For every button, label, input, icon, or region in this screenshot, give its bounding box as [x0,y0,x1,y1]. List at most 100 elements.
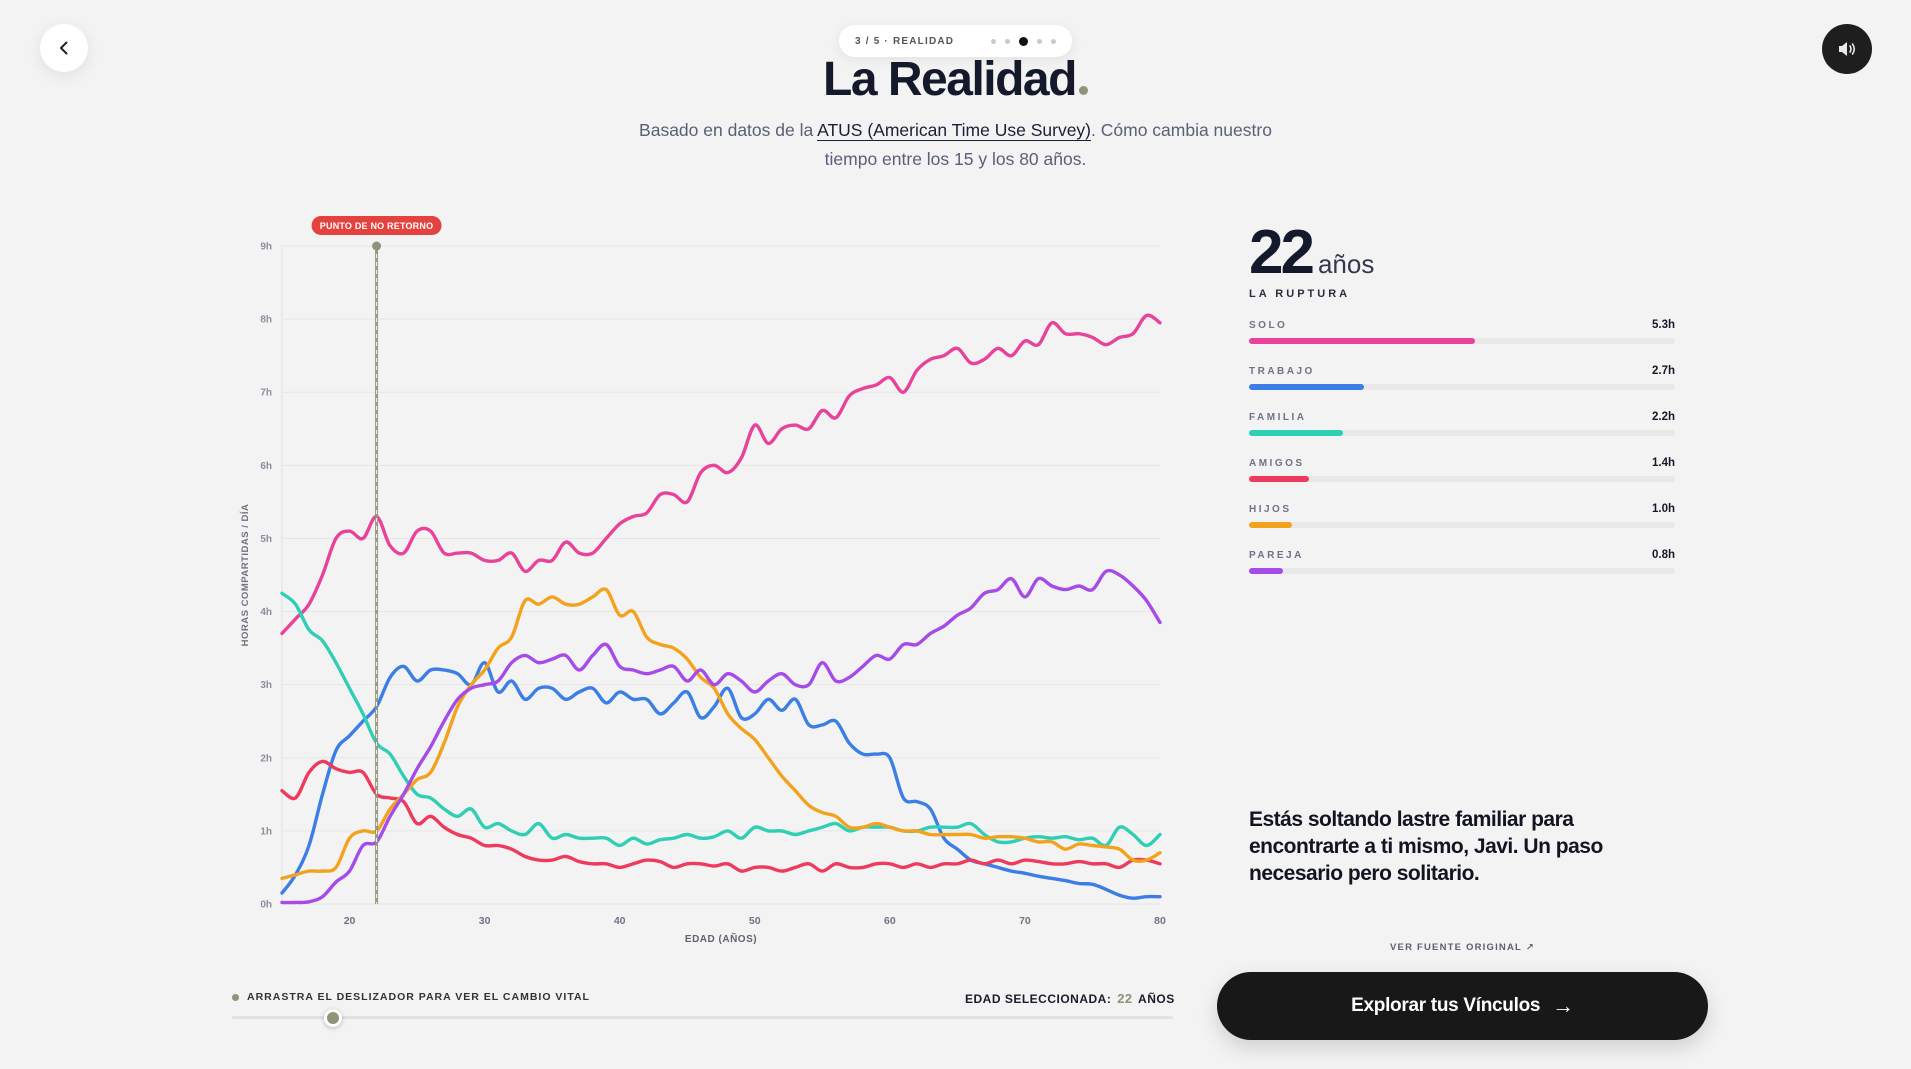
y-tick-label: 2h [260,753,272,764]
stat-bar-track [1249,476,1675,482]
stat-label: FAMILIA [1249,411,1307,423]
step-dot-5[interactable] [1051,38,1056,44]
stat-row-trabajo: TRABAJO 2.7h [1249,362,1675,408]
x-tick-label: 30 [479,915,491,927]
stat-bar-track [1249,384,1675,390]
stat-value: 2.2h [1651,411,1675,423]
stat-label: SOLO [1249,319,1288,331]
stat-bar-track [1249,430,1675,436]
explore-bonds-label: Explorar tus Vínculos [1351,995,1541,1016]
x-tick-label: 40 [614,915,626,927]
x-tick-label: 70 [1019,915,1031,927]
y-tick-label: 3h [260,680,272,691]
y-tick-label: 9h [260,242,272,253]
speaker-icon [1839,42,1856,56]
series-line-trabajo [280,661,1162,900]
y-tick-label: 1h [260,826,272,837]
stat-value: 1.0h [1651,503,1675,515]
series-line-amigos [280,759,1162,873]
stat-bar-track [1249,568,1675,574]
y-axis-label: HORAS COMPARTIDAS / DÍA [240,504,251,647]
stat-label: PAREJA [1249,549,1304,561]
stat-row-familia: FAMILIA 2.2h [1249,408,1675,454]
step-label: 3 / 5 · REALIDAD [855,35,955,47]
stat-value: 5.3h [1651,319,1675,331]
step-indicator: 3 / 5 · REALIDAD [839,25,1072,57]
insight-message: Estás soltando lastre familiar para enco… [1249,808,1603,885]
stat-bar-fill [1249,430,1343,436]
age-slider-thumb[interactable] [324,1009,343,1027]
stat-bar-fill [1249,384,1365,390]
stat-bar-fill [1249,476,1309,482]
stat-row-hijos: HIJOS 1.0h [1249,500,1675,546]
selected-age-number: 22 [1249,218,1315,287]
slider-instruction: ARRASTRA EL DESLIZADOR PARA VER EL CAMBI… [232,991,590,1003]
stat-bar-fill [1249,338,1475,344]
x-tick-label: 50 [749,915,761,927]
page-subtitle: Basado en datos de la ATUS (American Tim… [620,116,1291,174]
step-dot-3[interactable] [1019,36,1028,46]
step-dot-4[interactable] [1037,38,1042,44]
readout-unit: AÑOS [1138,992,1175,1006]
stat-label: AMIGOS [1249,457,1305,469]
readout-label: EDAD SELECCIONADA: [965,992,1112,1006]
page-title-text: La Realidad [823,53,1077,106]
stat-head: SOLO 5.3h [1249,316,1675,334]
subtitle-text-before: Basado en datos de la [639,120,818,140]
stats-panel: 22 años LA RUPTURA SOLO 5.3h TRABAJO 2.7h FA… [1249,222,1675,592]
stat-value: 2.7h [1651,365,1675,377]
time-use-line-chart: 0h 1h 2h 3h 4h 5h 6h 7h 8h 9h 20 30 40 50 60 70 80 EDAD (… [240,216,1166,945]
step-dots [991,36,1056,46]
stat-row-amigos: AMIGOS 1.4h [1249,454,1675,500]
age-marker-dot [372,241,382,251]
stat-value: 0.8h [1651,549,1675,561]
stat-head: PAREJA 0.8h [1249,546,1675,564]
atus-link[interactable]: ATUS (American Time Use Survey) [817,120,1092,141]
selected-age-display: 22 años [1249,222,1675,284]
stat-bar-fill [1249,522,1292,528]
series-line-pareja [280,568,1162,905]
source-link[interactable]: VER FUENTE ORIGINAL ↗ [1390,942,1535,953]
stat-head: FAMILIA 2.2h [1249,408,1675,426]
x-tick-label: 80 [1154,915,1166,927]
slider-instruction-text: ARRASTRA EL DESLIZADOR PARA VER EL CAMBI… [247,991,590,1003]
stat-bar-track [1249,338,1675,344]
life-phase-label: LA RUPTURA [1249,288,1351,300]
y-tick-label: 8h [260,315,272,326]
x-tick-label: 60 [884,915,896,927]
readout-age: 22 [1117,991,1133,1006]
x-tick-label: 20 [344,915,356,927]
stat-head: TRABAJO 2.7h [1249,362,1675,380]
step-dot-2[interactable] [1005,38,1010,44]
sound-toggle-button[interactable] [1822,24,1872,74]
stat-bar-fill [1249,568,1284,574]
stats-list: SOLO 5.3h TRABAJO 2.7h FAMILIA 2.2h AMIGOS 1.4h… [1249,316,1675,592]
y-tick-label: 0h [260,900,272,911]
marker-badge [311,216,442,235]
stat-head: HIJOS 1.0h [1249,500,1675,518]
x-axis-label: EDAD (AÑOS) [685,932,757,945]
stat-head: AMIGOS 1.4h [1249,454,1675,472]
age-slider-track[interactable] [232,1016,1173,1019]
back-button[interactable] [40,24,88,72]
series-line-hijos [280,587,1162,881]
y-tick-label: 5h [260,534,272,545]
title-dot [1078,86,1088,95]
selected-age-readout: EDAD SELECCIONADA: 22 AÑOS [965,991,1175,1006]
stat-bar-track [1249,522,1675,528]
marker-badge-label: PUNTO DE NO RETORNO [320,221,433,231]
explore-bonds-button[interactable]: Explorar tus Vínculos → [1217,972,1708,1040]
slider-bullet [232,993,239,1001]
subtitle-text-after: . Cómo cambia nuestro tiempo entre los 1… [824,120,1272,169]
step-dot-1[interactable] [991,38,996,44]
arrow-right-icon: → [1552,993,1574,1018]
selected-age-unit: años [1317,249,1375,279]
series-line-familia [280,591,1162,848]
page-title: La Realidad [0,52,1911,107]
chevron-left-icon [60,41,68,55]
stat-row-solo: SOLO 5.3h [1249,316,1675,362]
stat-label: HIJOS [1249,503,1292,515]
y-tick-label: 7h [260,388,272,399]
stat-value: 1.4h [1651,457,1675,469]
stat-row-pareja: PAREJA 0.8h [1249,546,1675,592]
